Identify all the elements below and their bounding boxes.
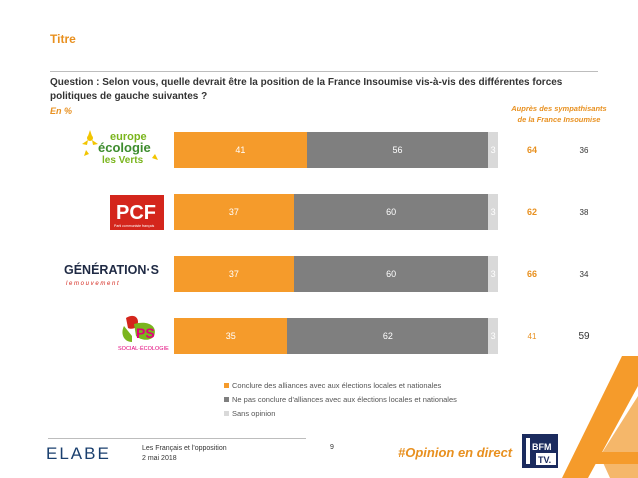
bar-conclure: 37 [174,194,294,230]
sympathisants-header-line1: Auprès des sympathisants [511,104,607,113]
legend-label: Sans opinion [232,408,276,418]
question-text: Question : Selon vous, quelle devrait êt… [50,77,563,102]
bar-label: 62 [382,331,393,341]
generations-main: GÉNÉRATION·S [64,262,159,277]
bar-label: 60 [386,269,397,279]
footer-info: Les Français et l'opposition 2 mai 2018 [142,444,227,464]
top-divider [50,71,598,72]
sympathisants-header: Auprès des sympathisants de la France In… [500,103,618,125]
legend-item-ne-pas-conclure: Ne pas conclure d'alliances avec aux éle… [224,392,457,406]
pcf-main: PCF [116,202,156,224]
sympathisants-conclure-value: 41 [527,331,537,341]
bar-ne-pas-conclure: 56 [306,132,489,168]
legend-item-conclure: Conclure des alliances avec aux élection… [224,378,457,392]
bar-label: 56 [392,145,403,155]
hashtag-label: #Opinion en direct [398,445,513,460]
sympathisants-header-line2: de la France Insoumise [517,115,601,124]
legend-label: Conclure des alliances avec aux élection… [232,380,442,390]
bar-label: 3 [490,331,496,341]
bar-label: 3 [490,207,496,217]
sympathisants-conclure-value: 66 [526,269,537,279]
elabe-logo: ELABE [46,444,111,463]
legend-item-sans-opinion: Sans opinion [224,406,457,420]
bar-sans-opinion: 3 [488,318,498,354]
sympathisants-conclure-value: 62 [526,207,537,217]
bar-label: 3 [490,269,496,279]
bar-sans-opinion: 3 [488,256,498,292]
sympathisants-ne-pas-value: 38 [579,207,589,217]
decorative-a-logo [562,356,638,478]
footer-date: 2 mai 2018 [142,455,177,462]
chart-row: GÉNÉRATION·S l e m o u v e m e n t 37 60… [0,256,638,292]
bar-ne-pas-conclure: 60 [293,256,489,292]
bar-ne-pas-conclure: 60 [293,194,489,230]
eelv-logo: europe écologie les Verts [62,130,172,168]
legend-swatch [224,382,229,388]
eelv-line1: europe [110,131,147,143]
unit-label: En % [50,106,73,116]
bar-label: 41 [235,145,246,155]
eelv-line3: les Verts [102,155,144,166]
generations-sub: l e m o u v e m e n t [66,281,119,287]
bfmtv-text2: TV. [538,455,551,465]
bfmtv-text1: BFM [532,442,552,452]
bar-label: 60 [386,207,397,217]
bar-ne-pas-conclure: 62 [287,318,489,354]
page-number: 9 [330,444,334,451]
bar-conclure: 37 [174,256,294,292]
bar-label: 37 [228,269,239,279]
sympathisants-ne-pas-value: 34 [579,269,589,279]
footer-divider [48,438,306,439]
chart-row: PS SOCIAL·ÉCOLOGIE 35 62 3 41 59 [0,315,638,354]
bar-label: 3 [490,145,496,155]
pcf-logo-box [110,195,164,231]
sympathisants-ne-pas-value: 36 [579,145,589,155]
chart-legend: Conclure des alliances avec aux élection… [224,378,457,420]
chart-row: europe écologie les Verts 41 56 3 64 36 [0,130,638,168]
bar-sans-opinion: 3 [488,132,498,168]
slide-title: Titre [50,32,76,46]
sympathisants-ne-pas-value: 59 [578,330,590,342]
legend-swatch [224,410,229,416]
bar-sans-opinion: 3 [488,194,498,230]
eelv-sunflower-icon [82,130,158,160]
bar-label: 37 [228,207,239,217]
sympathisants-conclure-value: 64 [526,145,537,155]
bar-conclure: 41 [174,132,307,168]
ps-logo: PS SOCIAL·ÉCOLOGIE [62,315,172,354]
legend-label: Ne pas conclure d'alliances avec aux éle… [232,394,457,404]
footer-study-title: Les Français et l'opposition [142,445,227,452]
generations-logo: GÉNÉRATION·S l e m o u v e m e n t [62,256,172,292]
ps-sub: SOCIAL·ÉCOLOGIE [118,345,169,352]
bfmtv-logo: BFM TV. [522,434,558,468]
chart-row: PCF Parti communiste français 37 60 3 62… [0,194,638,231]
legend-swatch [224,396,229,402]
ps-main: PS [136,325,155,341]
pcf-sub: Parti communiste français [114,224,155,228]
eelv-line2: écologie [98,140,151,155]
bar-label: 35 [225,331,236,341]
bar-conclure: 35 [174,318,288,354]
pcf-logo: PCF Parti communiste français [62,194,172,231]
